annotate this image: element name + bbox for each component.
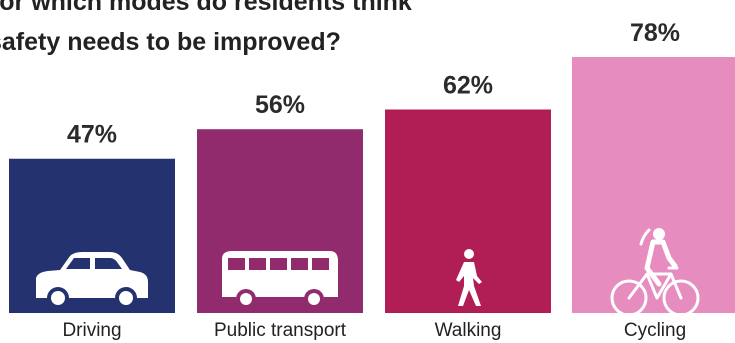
bicycle-icon: [610, 228, 700, 317]
value-label: 78%: [630, 19, 680, 47]
category-label: Walking: [435, 320, 502, 341]
chart-title-line-2: safety needs to be improved?: [0, 28, 341, 56]
value-label: 47%: [67, 121, 117, 149]
bus-icon: [222, 251, 338, 309]
bar-cycling: [572, 57, 735, 313]
value-label: 62%: [443, 72, 493, 100]
category-label: Driving: [62, 320, 121, 341]
car-icon: [36, 252, 148, 309]
chart-title-line-1: For which modes do residents think: [0, 0, 412, 16]
value-label: 56%: [255, 91, 305, 119]
pedestrian-icon: [456, 249, 482, 306]
category-label: Public transport: [214, 320, 347, 341]
bars-group: 47% Driving 56% Public transport 62% Walking 7…: [9, 19, 735, 341]
category-label: Cycling: [624, 320, 686, 341]
